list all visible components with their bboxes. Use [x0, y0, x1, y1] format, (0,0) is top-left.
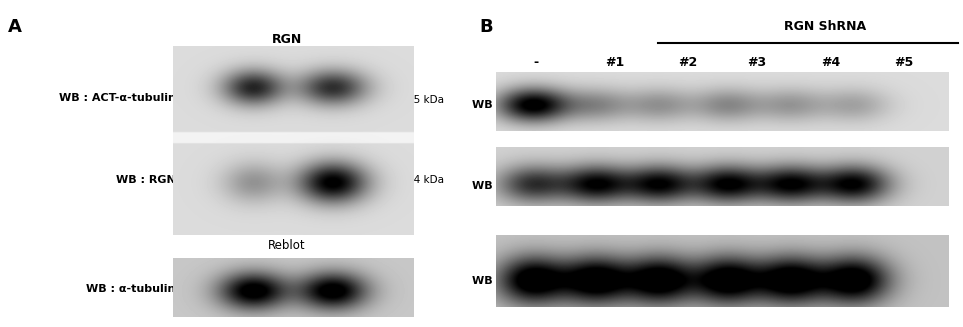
Text: WB : ACT-α-tubulin: WB : ACT-α-tubulin: [59, 93, 175, 103]
Text: #2: #2: [678, 56, 697, 69]
Text: #1: #1: [605, 56, 624, 69]
Text: 34 kDa: 34 kDa: [406, 175, 444, 185]
Text: -: -: [243, 52, 247, 65]
Text: WB : α-tubulin: WB : α-tubulin: [87, 284, 175, 294]
Text: #5: #5: [895, 56, 914, 69]
Text: Reblot: Reblot: [268, 239, 305, 252]
Text: +: +: [327, 52, 338, 65]
Text: RGN ShRNA: RGN ShRNA: [785, 20, 867, 33]
Text: #4: #4: [820, 56, 840, 69]
Text: WB : ACT-α-tubulin: WB : ACT-α-tubulin: [472, 181, 588, 191]
Text: B: B: [480, 18, 493, 36]
Text: #3: #3: [747, 56, 767, 69]
Text: WB : RGN: WB : RGN: [472, 100, 532, 110]
Text: A: A: [8, 18, 21, 36]
Text: WB : RGN: WB : RGN: [116, 175, 175, 185]
Text: WB : α-tubulin: WB : α-tubulin: [472, 276, 561, 286]
Text: RGN: RGN: [272, 33, 301, 46]
Text: -: -: [534, 56, 538, 69]
Text: 55 kDa: 55 kDa: [406, 95, 444, 105]
